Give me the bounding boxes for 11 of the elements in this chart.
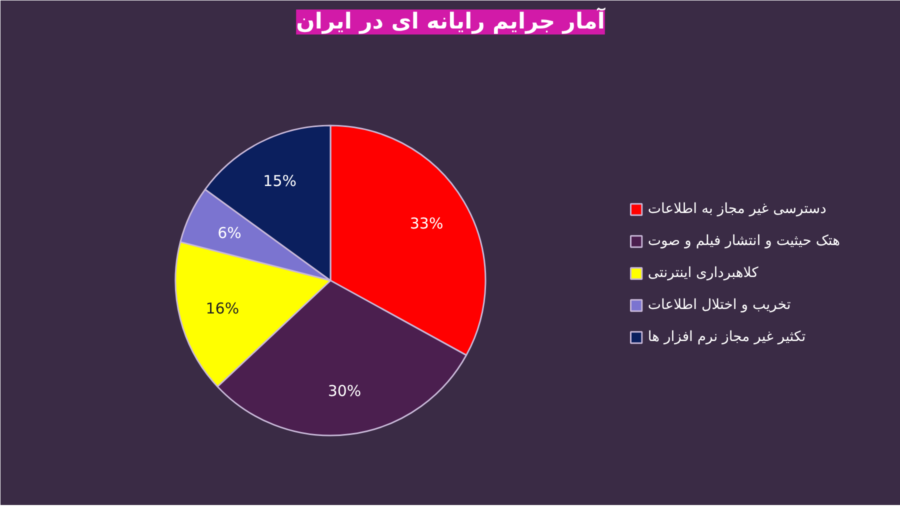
data-label: 16% — [206, 299, 240, 318]
legend-label: کلاهبرداری اینترنتی — [648, 265, 758, 281]
legend-label: تخریب و اختلال اطلاعات — [648, 297, 791, 313]
data-label: 33% — [410, 214, 444, 233]
data-label: 30% — [328, 382, 362, 400]
chart-title: آمار جرایم رایانه ای در ایران — [296, 8, 606, 34]
legend-label: هتک حیثیت و انتشار فیلم و صوت — [648, 233, 840, 249]
data-label: 15% — [263, 172, 297, 190]
legend-label: دسترسی غیر مجاز به اطلاعات — [648, 201, 826, 217]
data-label: 6% — [218, 224, 242, 242]
legend-label: تکثیر غیر مجاز نرم افزار ها — [648, 329, 806, 345]
